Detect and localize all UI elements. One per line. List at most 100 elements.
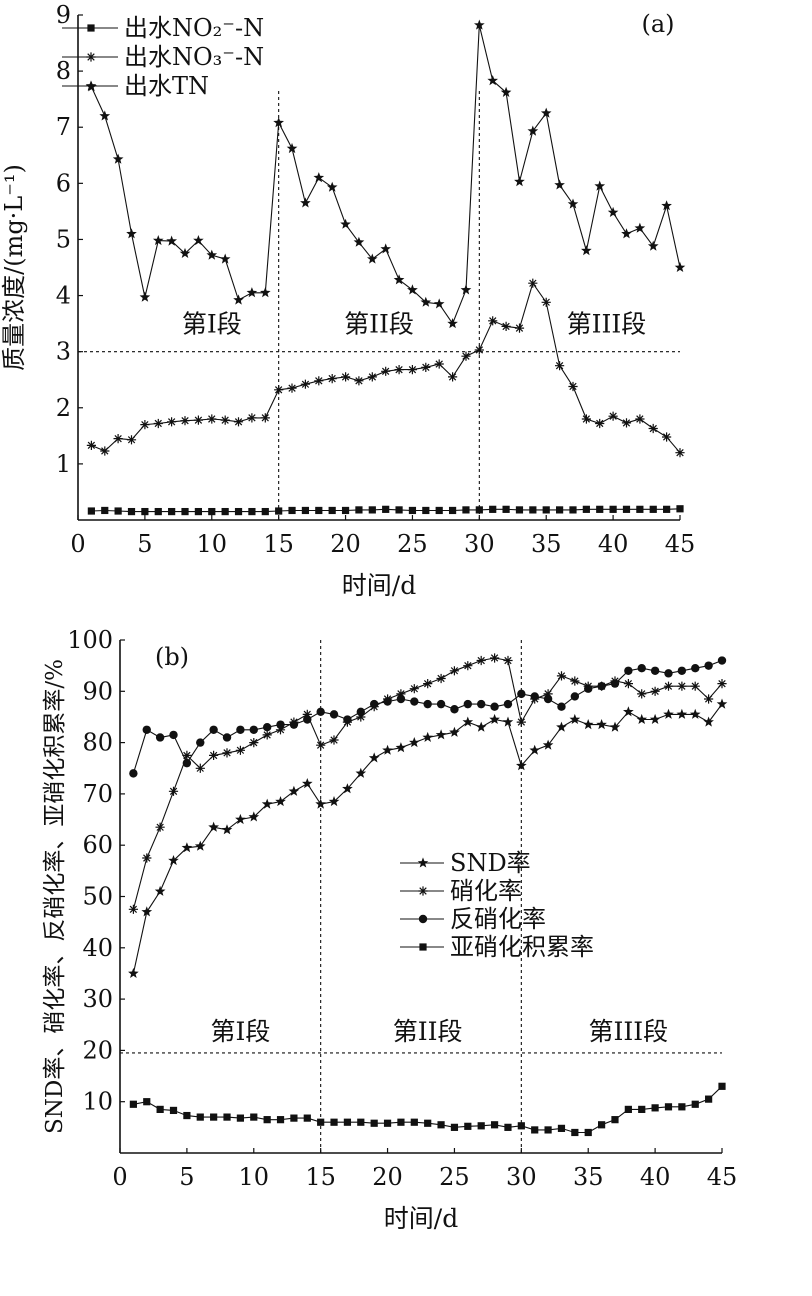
data-point [477, 699, 486, 709]
data-point [462, 506, 470, 514]
data-point [557, 1124, 566, 1132]
legend-marker [86, 52, 96, 62]
y-tick-label: 30 [82, 985, 113, 1013]
x-tick-label: 10 [197, 530, 228, 558]
data-point [393, 274, 405, 285]
x-tick-label: 45 [707, 1163, 738, 1191]
data-point [514, 323, 525, 333]
x-tick-label: 35 [531, 530, 562, 558]
data-point [637, 689, 647, 699]
data-point [168, 786, 179, 796]
data-point [543, 694, 553, 704]
data-point [503, 655, 513, 666]
data-point [649, 713, 661, 724]
data-point [477, 1122, 485, 1130]
data-point [581, 414, 591, 424]
data-point [570, 692, 580, 701]
data-point [206, 249, 218, 260]
data-point [423, 679, 433, 689]
data-point [261, 507, 269, 516]
data-point [664, 1103, 673, 1111]
data-point [489, 713, 500, 724]
data-point [275, 507, 283, 515]
data-point [463, 661, 473, 671]
data-point [436, 699, 446, 709]
data-point [530, 692, 539, 701]
data-point [435, 729, 447, 740]
series-2 [86, 19, 686, 329]
data-point [624, 1105, 632, 1113]
data-point [179, 247, 191, 258]
data-point [168, 855, 179, 866]
data-point [594, 180, 606, 191]
data-point [182, 758, 192, 768]
phase-label: 第III段 [567, 309, 647, 338]
y-tick-label: 100 [67, 626, 113, 654]
data-point [250, 1113, 258, 1121]
x-tick-label: 40 [640, 1163, 671, 1191]
y-tick-label: 2 [56, 394, 71, 422]
data-point [569, 713, 581, 724]
data-point [262, 730, 272, 740]
data-point [489, 505, 497, 513]
data-point [100, 446, 110, 456]
data-point [650, 686, 660, 696]
data-point [342, 783, 353, 794]
data-point [340, 218, 351, 229]
legend-marker [417, 857, 429, 868]
data-point [675, 448, 685, 458]
data-point [193, 415, 203, 425]
y-tick-label: 40 [82, 934, 113, 962]
data-point [207, 414, 217, 424]
data-point [407, 365, 417, 375]
legend-marker [85, 80, 97, 91]
data-point [209, 725, 218, 734]
data-point [276, 720, 285, 729]
data-point [262, 723, 272, 732]
data-point [112, 153, 124, 164]
data-point [303, 715, 312, 724]
data-point [462, 716, 474, 727]
panel-label: (b) [155, 643, 189, 671]
data-point [193, 235, 204, 246]
data-point [623, 679, 633, 689]
data-point [341, 372, 351, 382]
x-tick-label: 20 [372, 1163, 403, 1191]
data-point [142, 725, 151, 734]
data-point [607, 206, 619, 217]
data-point [169, 730, 178, 740]
data-point [647, 240, 659, 251]
data-point [369, 699, 379, 709]
y-tick-label: 6 [56, 169, 71, 197]
data-point [621, 228, 632, 239]
data-point [274, 385, 284, 395]
data-point [689, 708, 701, 719]
data-point [716, 698, 728, 709]
data-point [634, 222, 646, 233]
data-point [194, 507, 202, 516]
data-point [611, 1116, 619, 1124]
legend-label: 反硝化率 [450, 905, 546, 933]
data-point [328, 506, 336, 515]
data-point [220, 415, 230, 425]
data-point [596, 719, 607, 730]
data-point [235, 745, 245, 755]
data-point [233, 294, 244, 305]
y-tick-label: 50 [82, 883, 113, 911]
x-axis-title: 时间/d [384, 1204, 458, 1233]
data-point [368, 506, 376, 514]
data-point [475, 721, 487, 732]
data-point [544, 1126, 552, 1134]
data-point [504, 1123, 512, 1131]
data-point [126, 435, 137, 445]
y-tick-label: 9 [56, 1, 71, 29]
data-point [636, 505, 644, 513]
data-point [408, 506, 417, 515]
data-point [129, 769, 138, 778]
data-point [608, 411, 618, 421]
data-point [383, 697, 392, 706]
y-tick-label: 1 [56, 450, 71, 478]
series-line [132, 703, 723, 974]
data-point [517, 689, 526, 699]
data-point [300, 379, 310, 389]
